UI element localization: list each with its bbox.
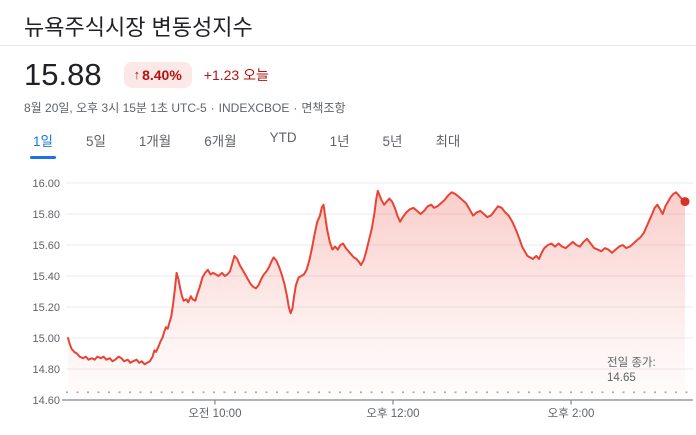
tab-1m[interactable]: 1개월 [138,134,172,149]
tab-ytd[interactable]: YTD [269,130,297,145]
y-axis-tick-label: 16.00 [32,178,60,190]
page-title: 뉴욕주식시장 변동성지수 [24,15,253,40]
quote-timestamp: 8월 20일, 오후 3시 15분 1초 UTC-5 [24,101,207,115]
x-axis-tick-label: 오후 2:00 [548,407,595,420]
y-axis-tick-label: 15.60 [32,240,60,252]
meta-separator: · [293,101,298,115]
y-axis-tick-label: 15.80 [32,209,60,221]
title-divider [0,45,696,46]
y-axis-labels: 16.00 15.80 15.60 15.40 15.20 15.00 14.80 14.60 [32,178,60,407]
current-price: 15.88 [24,57,102,92]
x-axis-tick-label: 오전 10:00 [188,407,241,420]
price-chart[interactable]: 16.00 15.80 15.60 15.40 15.20 15.00 14.80 14.60… [0,170,696,435]
y-axis-tick-label: 15.40 [32,271,60,283]
percent-change-value: 8.40% [142,67,182,83]
price-row: 15.88 ↑ 8.40% +1.23 오늘 [24,57,269,93]
y-axis-tick-label: 15.00 [32,333,60,345]
previous-close-annotation: 전일 종가: 14.65 [607,356,656,386]
tab-6m[interactable]: 6개월 [204,134,237,149]
tab-5d[interactable]: 5일 [85,134,106,149]
x-axis-labels: 오전 10:00 오후 12:00 오후 2:00 [188,407,594,420]
tab-1d[interactable]: 1일 [30,130,56,159]
current-price-dot [680,197,690,207]
time-range-tabbar: 1일 5일 1개월 6개월 YTD 1년 5년 최대 [30,130,461,159]
x-axis-tick-label: 오후 12:00 [366,407,419,420]
tab-5y[interactable]: 5년 [382,134,403,149]
previous-close-label: 전일 종가: [607,357,656,369]
y-axis-tick-label: 14.60 [32,395,60,407]
tab-1y[interactable]: 1년 [329,134,350,149]
percent-change-badge: ↑ 8.40% [123,62,192,88]
previous-close-value: 14.65 [607,372,636,384]
price-chart-svg: 16.00 15.80 15.60 15.40 15.20 15.00 14.80 14.60… [32,178,693,420]
y-axis-tick-label: 15.20 [32,302,60,314]
price-area-fill [68,190,685,400]
tab-max[interactable]: 최대 [435,134,461,149]
price-line [67,189,686,366]
y-axis-tick-label: 14.80 [32,364,60,376]
quote-meta-line: 8월 20일, 오후 3시 15분 1초 UTC-5 · INDEXCBOE · 면책조… [24,99,346,116]
meta-separator: · [210,101,215,115]
disclaimer-link[interactable]: 면책조항 [301,101,346,115]
x-axis-ticks [214,400,572,405]
exchange-name: INDEXCBOE [218,101,290,115]
absolute-change-text: +1.23 오늘 [203,67,269,83]
up-arrow-icon: ↑ [133,67,141,82]
